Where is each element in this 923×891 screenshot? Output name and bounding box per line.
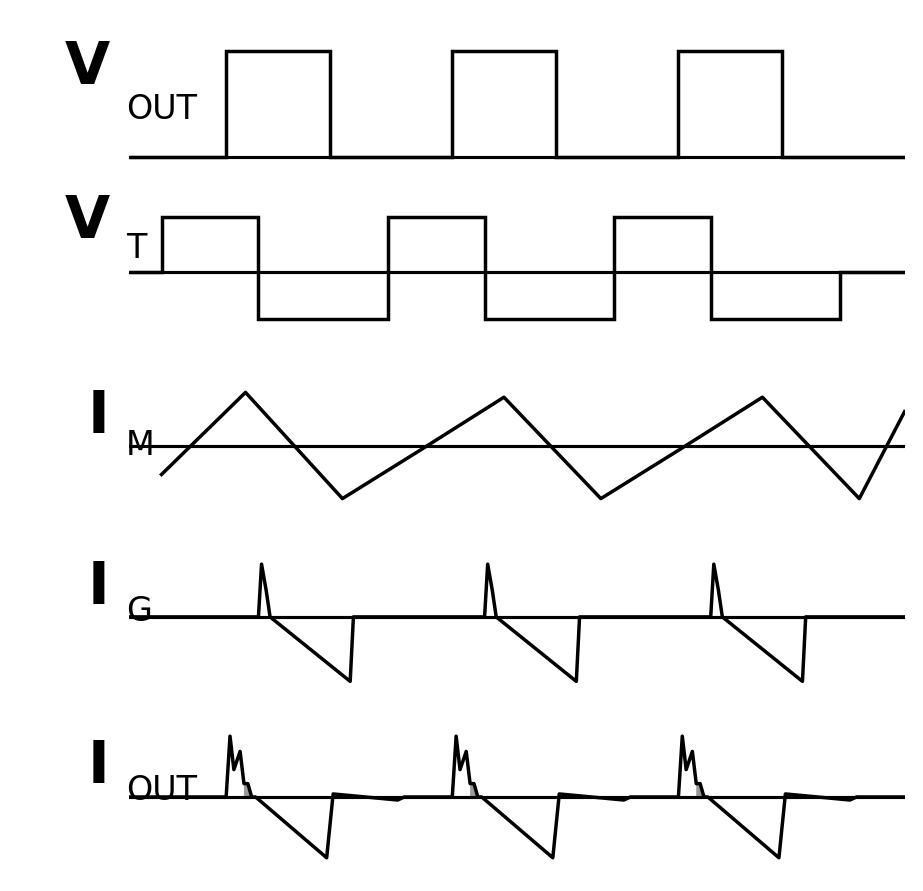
- Text: I: I: [88, 559, 110, 616]
- Text: M: M: [126, 429, 155, 462]
- Polygon shape: [696, 783, 708, 797]
- Polygon shape: [470, 783, 482, 797]
- Text: I: I: [88, 738, 110, 795]
- Polygon shape: [244, 783, 256, 797]
- Text: I: I: [88, 388, 110, 445]
- Text: V: V: [65, 38, 110, 95]
- Text: OUT: OUT: [126, 93, 197, 126]
- Text: G: G: [126, 594, 152, 627]
- Text: OUT: OUT: [126, 774, 197, 807]
- Text: V: V: [65, 192, 110, 249]
- Text: T: T: [126, 233, 147, 266]
